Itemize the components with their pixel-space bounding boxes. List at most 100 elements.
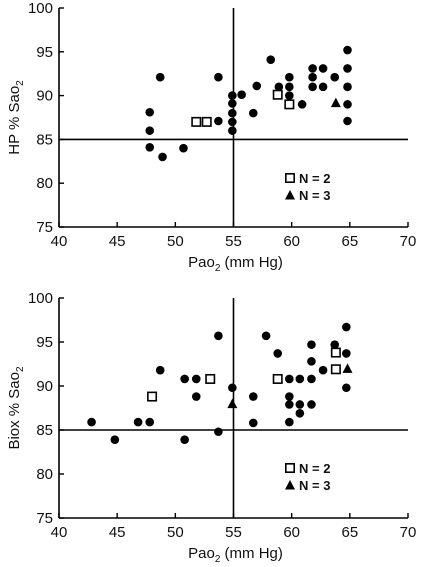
data-point-circle <box>318 64 328 73</box>
data-point-circle <box>285 91 294 100</box>
legend-marker-square <box>284 462 295 473</box>
data-point-circle <box>285 400 294 409</box>
data-point-circle <box>145 417 155 427</box>
data-point-circle <box>158 152 167 162</box>
data-point-circle <box>308 82 317 92</box>
data-point-circle <box>343 64 352 73</box>
data-point-circle <box>180 374 189 384</box>
data-point-circle <box>145 142 155 152</box>
data-point-circle <box>145 107 155 117</box>
data-point-square <box>330 347 341 358</box>
data-point-square <box>330 364 341 375</box>
data-point-square <box>272 373 283 384</box>
y-tick-label: 100 <box>28 290 53 307</box>
data-point-circle <box>248 392 258 401</box>
data-point-circle <box>228 383 237 393</box>
x-tick-label: 40 <box>51 524 68 541</box>
data-point-circle <box>273 349 283 358</box>
data-point-circle <box>297 100 307 109</box>
data-point-circle <box>191 392 201 401</box>
data-point-triangle <box>342 363 353 373</box>
data-point-circle <box>214 331 223 341</box>
legend-marker-square <box>284 173 295 184</box>
y-tick-label: 95 <box>36 334 53 351</box>
data-point-triangle <box>227 398 238 409</box>
data-point-circle <box>318 365 328 375</box>
x-tick-label: 50 <box>167 233 184 250</box>
data-point-circle <box>285 392 294 401</box>
panel-top: 40 45 50 55 60 65 70 75 80 85 90 95 100 Pao2 (mm Hg) H… <box>6 0 416 274</box>
data-point-circle <box>145 126 155 135</box>
data-point-circle <box>228 99 237 108</box>
y-tick-label: 75 <box>36 510 53 527</box>
data-point-circle <box>87 417 96 427</box>
x-tick-label: 65 <box>341 233 358 250</box>
x-axis-label: Pao2 (mm Hg) <box>188 545 283 565</box>
data-point-circle <box>274 82 284 92</box>
data-point-circle <box>330 340 340 349</box>
x-tick-label: 60 <box>283 524 300 541</box>
data-point-circle <box>214 72 223 82</box>
data-point-circle <box>155 72 165 82</box>
data-point-circle <box>228 108 237 118</box>
data-point-triangle <box>330 97 341 108</box>
data-point-circle <box>342 322 351 332</box>
y-tick-label: 85 <box>36 422 53 439</box>
data-point-circle <box>110 435 120 444</box>
y-tick-label: 80 <box>36 175 53 192</box>
data-point-circle <box>266 55 276 64</box>
data-point-circle <box>285 72 294 82</box>
legend-label: N = 3 <box>299 188 330 203</box>
data-point-circle <box>180 435 189 444</box>
y-tick-label: 90 <box>36 88 53 105</box>
data-point-circle <box>155 365 165 375</box>
panel-bottom: 40 45 50 55 60 65 70 75 80 85 90 95 100 Pao2 (mm Hg) B… <box>6 290 416 565</box>
y-tick-label: 100 <box>28 0 53 17</box>
data-point-circle <box>307 357 316 366</box>
data-point-circle <box>237 90 246 100</box>
data-point-circle <box>252 81 262 91</box>
data-point-circle <box>343 45 352 55</box>
data-point-circle <box>228 91 237 100</box>
legend-marker-triangle <box>285 480 295 490</box>
data-point-circle <box>307 340 316 349</box>
data-point-circle <box>228 126 237 135</box>
y-tick-label: 90 <box>36 378 53 395</box>
data-point-circle <box>133 417 143 427</box>
data-point-circle <box>343 82 352 92</box>
data-point-circle <box>342 349 351 358</box>
data-point-circle <box>228 117 237 127</box>
y-axis-label: Biox % Sao2 <box>6 366 26 450</box>
y-tick-label: 85 <box>36 131 53 148</box>
y-tick-label: 80 <box>36 466 53 483</box>
data-point-circle <box>295 374 305 384</box>
data-point-circle <box>307 400 316 409</box>
data-point-circle <box>343 100 352 109</box>
x-tick-label: 45 <box>109 233 126 250</box>
data-point-circle <box>285 417 294 427</box>
legend-label: N = 3 <box>299 478 330 493</box>
data-point-circle <box>343 116 352 126</box>
data-point-square <box>147 391 158 402</box>
data-point-circle <box>248 418 258 428</box>
data-point-square <box>205 373 216 384</box>
data-point-circle <box>261 331 271 341</box>
data-point-circle <box>285 374 294 384</box>
y-tick-label: 75 <box>36 219 53 236</box>
x-tick-label: 60 <box>283 233 300 250</box>
x-tick-label: 70 <box>400 524 417 541</box>
x-axis-label: Pao2 (mm Hg) <box>188 254 283 274</box>
data-point-square <box>284 99 295 110</box>
x-tick-label: 50 <box>167 524 184 541</box>
data-point-circle <box>307 374 316 384</box>
data-point-circle <box>179 143 188 153</box>
data-point-square <box>191 116 202 127</box>
data-point-circle <box>214 116 223 126</box>
x-tick-label: 55 <box>225 233 242 250</box>
data-point-circle <box>191 374 201 384</box>
data-point-circle <box>295 400 305 409</box>
data-point-circle <box>285 82 294 92</box>
data-point-square <box>272 89 283 100</box>
legend-label: N = 2 <box>299 171 330 186</box>
